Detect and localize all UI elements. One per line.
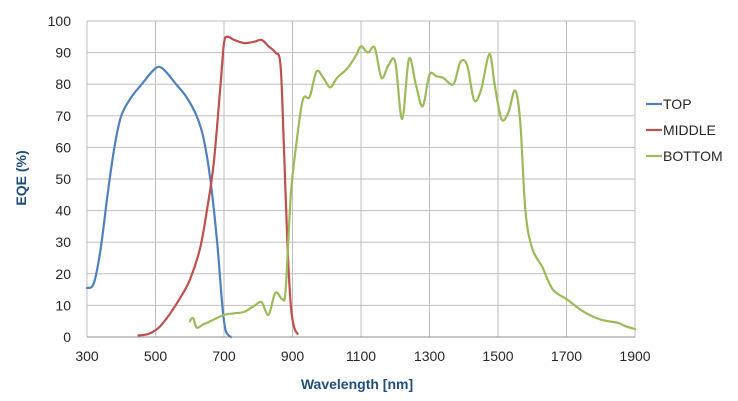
legend-label-middle: MIDDLE: [663, 122, 716, 138]
series-line-middle: [137, 35, 299, 337]
x-axis-title: Wavelength [nm]: [301, 376, 413, 392]
y-tick-label: 0: [63, 329, 71, 345]
y-tick-label: 70: [55, 108, 71, 124]
axis-labels: 0 10 20 30 40 50 60 70 80 90 100 300 500 700 900 1100 13…: [48, 13, 651, 364]
y-tick-label: 10: [55, 297, 71, 313]
y-tick-label: 60: [55, 139, 71, 155]
series-line-top: [85, 65, 232, 339]
legend-label-bottom: BOTTOM: [663, 148, 723, 164]
x-tick-label: 500: [144, 348, 168, 364]
x-tick-label: 1100: [346, 348, 376, 364]
x-tick-label: 700: [212, 348, 236, 364]
x-tick-label: 1900: [619, 348, 650, 364]
grid: [86, 20, 636, 338]
series-layer: [85, 35, 637, 339]
y-tick-label: 100: [48, 13, 72, 29]
legend-label-top: TOP: [663, 96, 692, 112]
series-line-bottom: [188, 45, 637, 331]
legend: TOP MIDDLE BOTTOM: [646, 96, 723, 164]
x-tick-label: 900: [281, 348, 305, 364]
x-tick-label: 300: [75, 348, 99, 364]
x-tick-label: 1500: [482, 348, 513, 364]
y-tick-label: 40: [55, 203, 71, 219]
y-tick-label: 20: [55, 266, 71, 282]
y-tick-label: 50: [55, 171, 71, 187]
x-tick-label: 1700: [551, 348, 582, 364]
x-tick-label: 1300: [414, 348, 445, 364]
y-axis-title: EQE (%): [13, 150, 29, 205]
y-tick-label: 80: [55, 76, 71, 92]
y-tick-label: 30: [55, 234, 71, 250]
y-tick-label: 90: [55, 45, 71, 61]
